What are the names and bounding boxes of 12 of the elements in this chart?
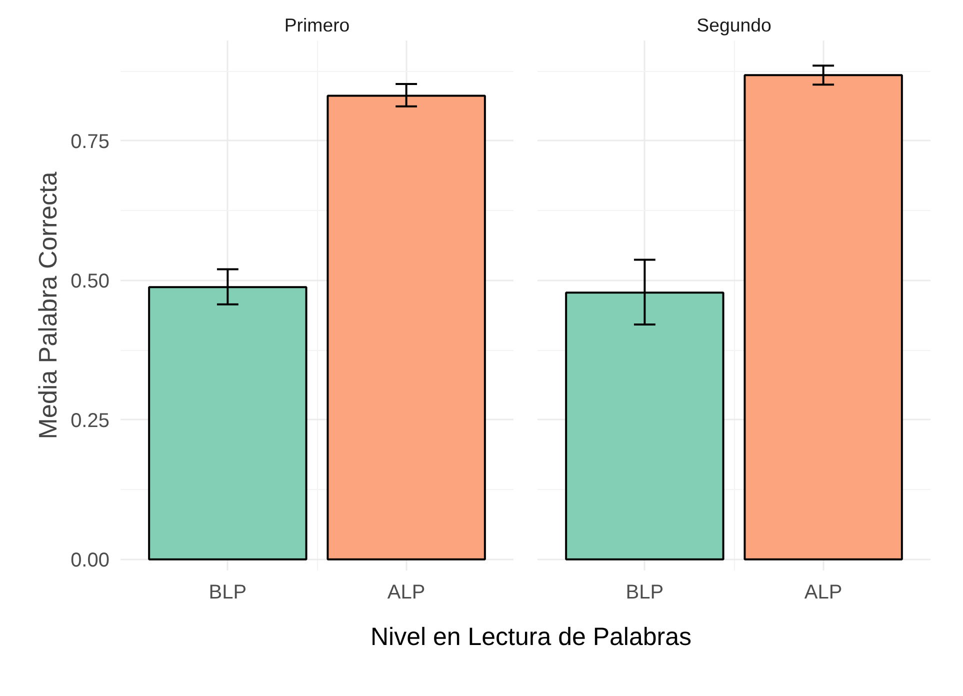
x-tick-label: ALP (804, 582, 842, 604)
x-tick-label: BLP (208, 582, 247, 604)
y-tick-label: 0.25 (70, 410, 110, 432)
chart-title: Primero (284, 14, 350, 36)
chart-title: Segundo (696, 14, 772, 36)
y-axis-title: Media Palabra Correcta (34, 170, 63, 440)
x-tick-label: ALP (387, 582, 426, 604)
y-tick-label: 0.75 (70, 130, 110, 153)
y-tick-label: 0.00 (70, 549, 110, 572)
y-tick-label: 0.50 (70, 270, 110, 292)
x-tick-label: BLP (626, 582, 664, 604)
x-axis-title: Nivel en Lectura de Palabras (370, 622, 692, 653)
